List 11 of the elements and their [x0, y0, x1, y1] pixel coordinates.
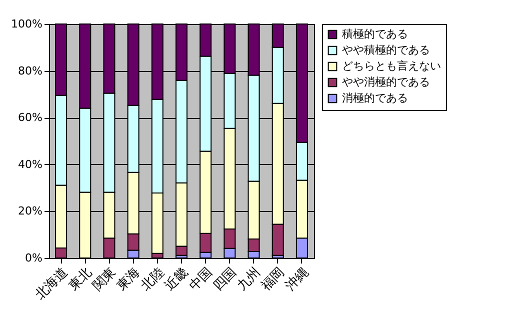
y-tick-label: 80% [18, 64, 42, 78]
y-tick-label: 60% [18, 111, 42, 124]
legend-label: やや消極的である [342, 76, 430, 88]
legend-label: 積極的である [342, 28, 408, 40]
legend-label: どちらとも言えない [342, 60, 441, 72]
legend-label: 消極的である [342, 92, 408, 104]
legend-label: やや積極的である [342, 44, 430, 56]
y-tick-label: 40% [18, 158, 42, 171]
y-tick-label: 100% [11, 18, 42, 30]
y-tick-label: 0% [25, 252, 42, 264]
y-tick-label: 20% [18, 204, 42, 218]
